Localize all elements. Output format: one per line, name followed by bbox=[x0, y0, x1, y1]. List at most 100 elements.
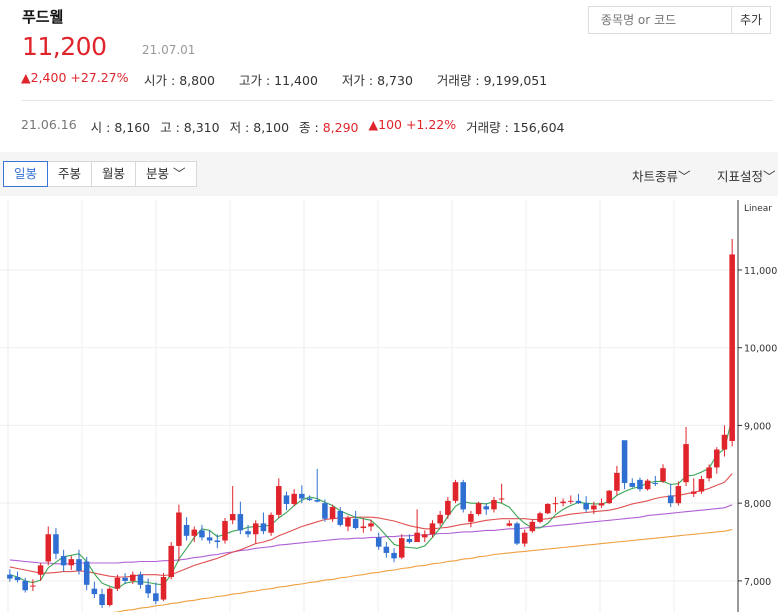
candle bbox=[614, 465, 620, 496]
candle bbox=[498, 483, 505, 504]
tab-minute[interactable]: 분봉 ﹀ bbox=[135, 161, 197, 187]
prev-open: 시 : 8,160 bbox=[90, 120, 151, 135]
candlestick-chart[interactable]: Linear 7,000 8,000 9,000 10,000 11,000 bbox=[0, 200, 778, 612]
candle bbox=[145, 578, 151, 599]
candle bbox=[314, 468, 320, 503]
candle bbox=[199, 524, 205, 541]
candle bbox=[7, 569, 13, 582]
candle bbox=[45, 526, 52, 566]
price-date: 21.07.01 bbox=[142, 43, 196, 57]
candle bbox=[91, 581, 98, 599]
candle bbox=[598, 498, 605, 508]
candle bbox=[237, 501, 244, 535]
candle bbox=[276, 478, 282, 518]
candle bbox=[606, 489, 612, 504]
candle bbox=[483, 503, 490, 515]
candle bbox=[22, 577, 28, 593]
stat-high: 고가 : 11,400 bbox=[238, 73, 318, 88]
y-tick-label: 9,000 bbox=[744, 421, 771, 432]
scale-label: Linear bbox=[744, 204, 772, 214]
candle bbox=[537, 511, 543, 524]
candle bbox=[644, 479, 651, 491]
candle bbox=[683, 426, 689, 487]
chart-type-menu[interactable]: 차트종류﹀ bbox=[632, 169, 691, 184]
candle bbox=[706, 464, 712, 482]
price-stats: 시가 : 8,800 고가 : 11,400 저가 : 8,730 거래량 : … bbox=[144, 70, 547, 89]
candle bbox=[176, 504, 182, 562]
prev-close: 종 : 8,290 bbox=[299, 120, 359, 135]
candle bbox=[352, 510, 359, 530]
candle bbox=[637, 477, 643, 492]
prev-day-info: 21.06.16 시 : 8,160 고 : 8,310 저 : 8,100 종… bbox=[21, 117, 565, 136]
period-tabs: 일봉 주봉 월봉 분봉 ﹀ bbox=[3, 161, 197, 187]
prev-volume: 거래량 : 156,604 bbox=[466, 120, 565, 135]
candle bbox=[398, 534, 405, 560]
candle bbox=[698, 475, 705, 494]
tab-monthly[interactable]: 월봉 bbox=[91, 161, 137, 187]
candle bbox=[345, 515, 351, 532]
stock-header: 푸드웰 11,200 21.07.01 ▲2,400 +27.27% 시가 : … bbox=[0, 0, 778, 100]
candle bbox=[383, 542, 390, 558]
candle bbox=[260, 512, 267, 535]
candle bbox=[291, 489, 297, 507]
candle bbox=[406, 534, 413, 544]
candle bbox=[560, 498, 566, 507]
prev-date: 21.06.16 bbox=[21, 117, 77, 132]
candle bbox=[252, 520, 259, 544]
candle bbox=[83, 556, 90, 591]
candle bbox=[106, 587, 113, 607]
candle bbox=[445, 496, 451, 519]
candle bbox=[675, 481, 682, 506]
candle bbox=[153, 582, 159, 605]
candle bbox=[268, 512, 274, 536]
chart-toolbar: 일봉 주봉 월봉 분봉 ﹀ 차트종류﹀ 지표설정﹀ bbox=[0, 152, 778, 196]
candle bbox=[667, 483, 674, 508]
candle bbox=[475, 501, 482, 516]
candle bbox=[729, 238, 735, 447]
indicator-settings-menu[interactable]: 지표설정﹀ bbox=[717, 169, 776, 184]
candle bbox=[652, 475, 659, 487]
candles bbox=[7, 238, 735, 609]
tab-weekly[interactable]: 주봉 bbox=[47, 161, 93, 187]
candle bbox=[68, 556, 75, 571]
candle bbox=[245, 524, 251, 538]
candle bbox=[299, 485, 305, 504]
candle bbox=[575, 493, 582, 504]
candle bbox=[568, 495, 574, 504]
candle bbox=[183, 517, 190, 541]
candle bbox=[206, 530, 213, 544]
candle bbox=[514, 521, 520, 546]
candle bbox=[460, 479, 466, 513]
add-button[interactable]: 추가 bbox=[731, 6, 771, 34]
y-tick-label: 8,000 bbox=[744, 499, 771, 510]
candle bbox=[591, 501, 597, 515]
candle bbox=[621, 440, 628, 490]
ma60-line bbox=[9, 504, 733, 565]
search-input[interactable] bbox=[588, 6, 732, 34]
candle bbox=[168, 542, 174, 580]
candle bbox=[53, 528, 59, 560]
y-axis-labels: 7,000 8,000 9,000 10,000 11,000 bbox=[738, 266, 777, 588]
candle bbox=[30, 579, 36, 592]
candle bbox=[375, 532, 382, 550]
y-tick-label: 10,000 bbox=[744, 344, 777, 355]
candle bbox=[229, 486, 236, 525]
candle bbox=[60, 549, 67, 572]
candle bbox=[322, 499, 328, 522]
ma120-line bbox=[112, 529, 733, 612]
candle bbox=[529, 519, 536, 533]
candle bbox=[429, 520, 436, 538]
candle bbox=[130, 571, 136, 585]
stat-volume: 거래량 : 9,199,051 bbox=[436, 73, 548, 88]
tab-daily[interactable]: 일봉 bbox=[3, 161, 49, 187]
stock-name: 푸드웰 bbox=[22, 8, 64, 26]
candle bbox=[114, 574, 121, 592]
candle bbox=[283, 491, 290, 511]
candle bbox=[629, 478, 636, 488]
candle bbox=[437, 510, 443, 527]
candle bbox=[222, 517, 228, 544]
candle bbox=[306, 495, 313, 501]
candle bbox=[468, 510, 474, 528]
candle bbox=[368, 519, 374, 532]
y-tick-label: 7,000 bbox=[744, 577, 771, 588]
